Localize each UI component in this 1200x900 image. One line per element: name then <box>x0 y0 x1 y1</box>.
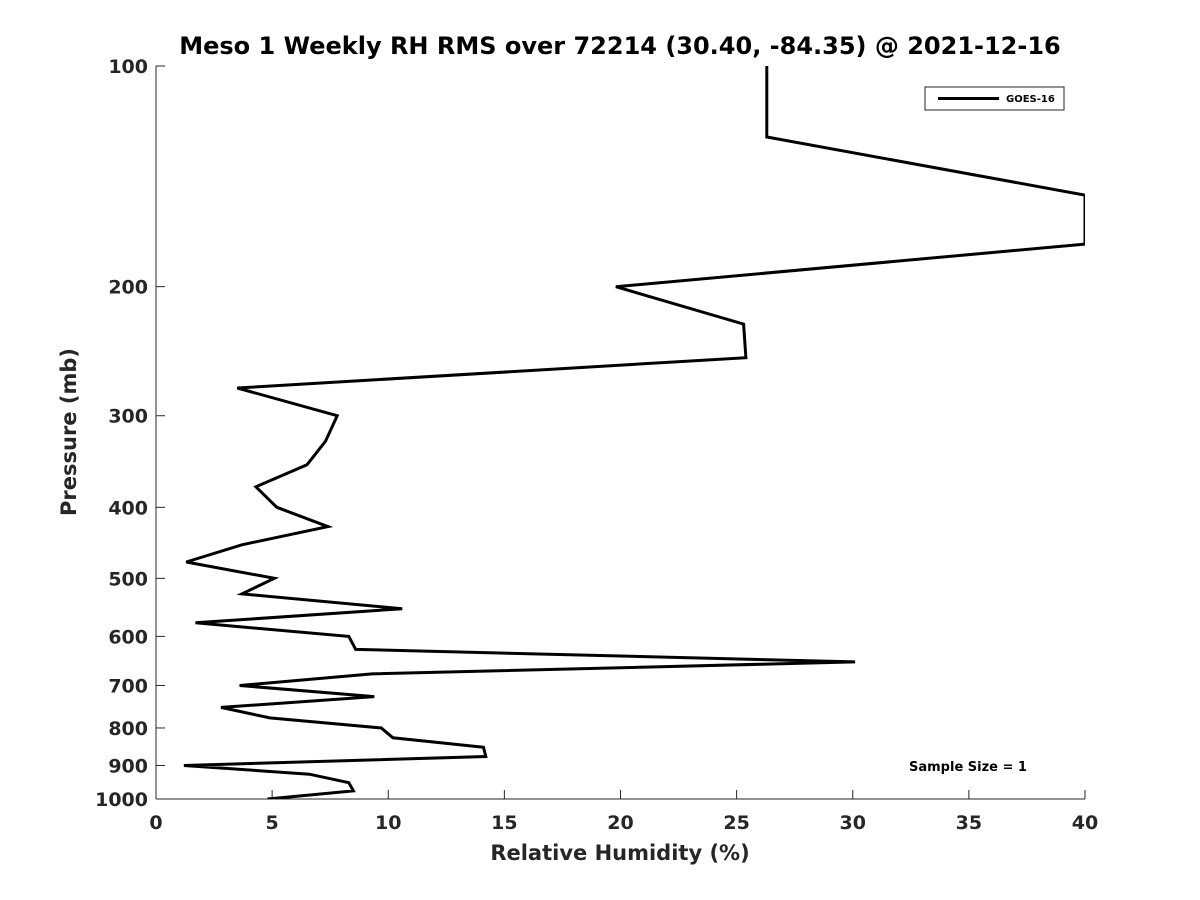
x-tick-label: 30 <box>840 812 866 834</box>
y-tick-label: 700 <box>108 675 148 697</box>
y-tick-label: 100 <box>108 56 148 78</box>
x-tick-label: 20 <box>607 812 633 834</box>
y-tick-label: 1000 <box>95 789 148 811</box>
x-tick-label: 10 <box>375 812 401 834</box>
sample-size-annotation: Sample Size = 1 <box>909 760 1027 775</box>
y-tick-label: 400 <box>108 497 148 519</box>
x-tick-label: 0 <box>149 812 162 834</box>
series-group <box>183 66 1085 799</box>
y-tick-label: 600 <box>108 626 148 648</box>
x-tick-label: 15 <box>491 812 517 834</box>
y-tick-label: 300 <box>108 406 148 428</box>
x-tick-label: 35 <box>956 812 982 834</box>
y-tick-group: 100 200 300 400 500 600 700 800 900 1000 <box>95 56 165 811</box>
x-tick-group: 0 5 10 15 20 25 30 35 40 <box>149 790 1098 834</box>
x-axis-label: Relative Humidity (%) <box>490 841 749 865</box>
legend-label: GOES-16 <box>1006 94 1055 105</box>
legend: GOES-16 <box>924 86 1065 111</box>
x-tick-label: 5 <box>266 812 279 834</box>
x-tick-label: 40 <box>1072 812 1098 834</box>
y-tick-label: 500 <box>108 568 148 590</box>
chart-title: Meso 1 Weekly RH RMS over 72214 (30.40, … <box>179 32 1061 60</box>
y-axis-label: Pressure (mb) <box>57 348 81 516</box>
y-tick-label: 800 <box>108 718 148 740</box>
x-tick-label: 25 <box>723 812 749 834</box>
y-tick-label: 200 <box>108 277 148 299</box>
y-tick-label: 900 <box>108 755 148 777</box>
series-line-goes-16 <box>183 66 1085 799</box>
